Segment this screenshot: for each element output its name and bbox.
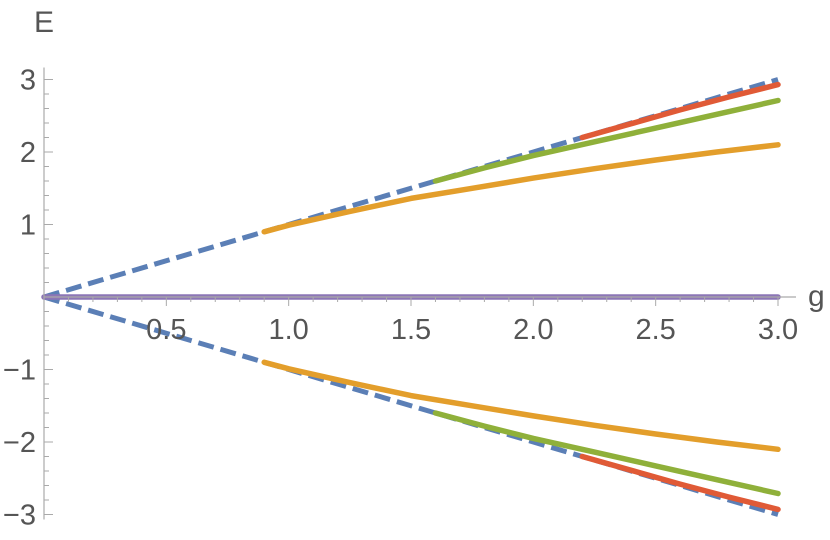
series-line-8 [579,81,781,141]
y-tick-label: 1 [20,210,36,242]
y-axis-label: E [34,6,54,39]
y-tick-label: −3 [3,500,36,532]
series-line-4 [261,142,781,235]
tick-labels-layer: 0.5 1.0 1.5 2.0 2.5 3.0 3 2 1 −1 −2 −3 [3,65,798,532]
series-line-6 [432,97,781,184]
series-line-2 [43,294,779,517]
x-tick-label: 2.5 [636,314,676,346]
x-tick-label: 2.0 [513,314,553,346]
x-tick-label: 1.0 [269,314,309,346]
y-tick-label: 2 [20,137,36,169]
y-tick-label: −2 [3,427,36,459]
x-tick-label: 3.0 [758,314,798,346]
x-tick-label: 0.5 [146,314,186,346]
x-axis-label: g [808,280,825,313]
axes-layer [43,67,796,520]
series-line-5 [261,359,781,453]
y-tick-label: 3 [20,65,36,97]
series-line-9 [579,453,781,513]
y-tick-label: −1 [3,355,36,387]
series-line-7 [432,410,781,497]
series-line-1 [43,77,779,300]
x-tick-label: 1.5 [391,314,431,346]
